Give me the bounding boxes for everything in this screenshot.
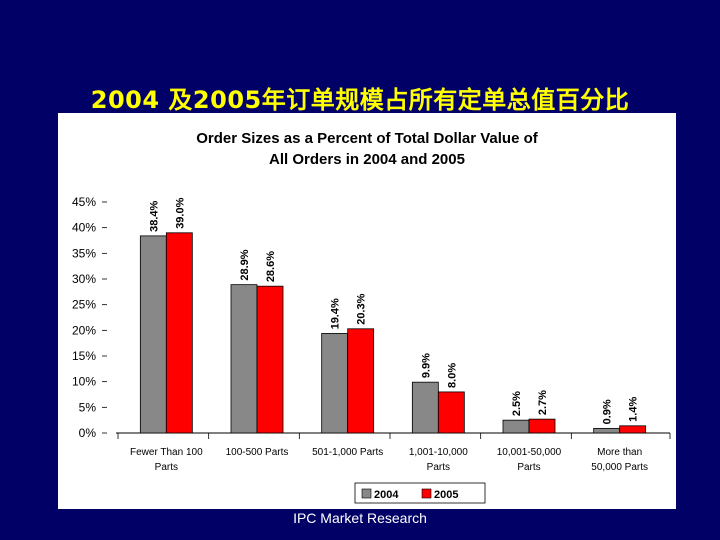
x-tick-label: 50,000 Parts [591,462,648,473]
bar-2004 [502,419,530,434]
y-tick-label: 30% [72,272,96,286]
bar-value-label: 28.6% [265,251,277,282]
bar-2005 [347,328,375,434]
bar-value-label: 9.9% [420,353,432,378]
bar-value-label: 8.0% [446,363,458,388]
bar-2004 [411,381,439,434]
y-tick-label: 25% [72,298,96,312]
bar-chart: Order Sizes as a Percent of Total Dollar… [72,130,671,504]
bar-value-label: 38.4% [148,200,160,231]
chart-title-line: Order Sizes as a Percent of Total Dollar… [196,130,539,147]
slide-title: 2004 及2005年订单规模占所有定单总值百分比 [90,86,630,114]
chart-title-line: All Orders in 2004 and 2005 [269,151,465,168]
x-tick-label: 1,001-10,000 [409,447,468,458]
y-tick-label: 20% [72,323,96,337]
legend-box [354,482,486,504]
bar-2004 [321,333,349,434]
y-tick-label: 10% [72,375,96,389]
y-tick-label: 35% [72,246,96,260]
y-tick-label: 40% [72,221,96,235]
x-tick-label: 100-500 Parts [226,447,289,458]
bar-value-label: 19.4% [330,298,342,329]
bar-2004 [230,284,258,434]
bar-value-label: 2.7% [537,390,549,415]
legend-label: 2004 [374,489,399,501]
bar-2004 [139,235,167,434]
bar-2005 [619,425,647,434]
chart-panel: Order Sizes as a Percent of Total Dollar… [58,113,676,509]
bar-2005 [165,232,193,434]
x-tick-label: Parts [517,462,540,473]
y-tick-label: 15% [72,349,96,363]
y-tick-label: 45% [72,195,96,209]
x-tick-label: More than [597,447,642,458]
bar-value-label: 20.3% [356,293,368,324]
legend-swatch-2004 [361,488,372,499]
bar-2005 [256,285,284,434]
bar-value-label: 1.4% [628,397,640,422]
bar-value-label: 39.0% [174,197,186,228]
x-tick-label: Fewer Than 100 [130,447,203,458]
x-tick-label: Parts [155,462,178,473]
x-tick-label: 501-1,000 Parts [312,447,383,458]
x-tick-label: Parts [427,462,450,473]
y-tick-label: 0% [79,426,97,440]
bar-2005 [528,418,556,434]
x-tick-label: 10,001-50,000 [497,447,562,458]
y-tick-label: 5% [79,400,97,414]
bar-value-label: 28.9% [239,249,251,280]
footer-source: IPC Market Research [293,510,427,526]
legend-label: 2005 [434,489,458,501]
legend-swatch-2005 [421,488,432,499]
bar-2005 [437,391,465,434]
bar-value-label: 0.9% [602,399,614,424]
bar-value-label: 2.5% [511,391,523,416]
bar-2004 [593,427,621,434]
